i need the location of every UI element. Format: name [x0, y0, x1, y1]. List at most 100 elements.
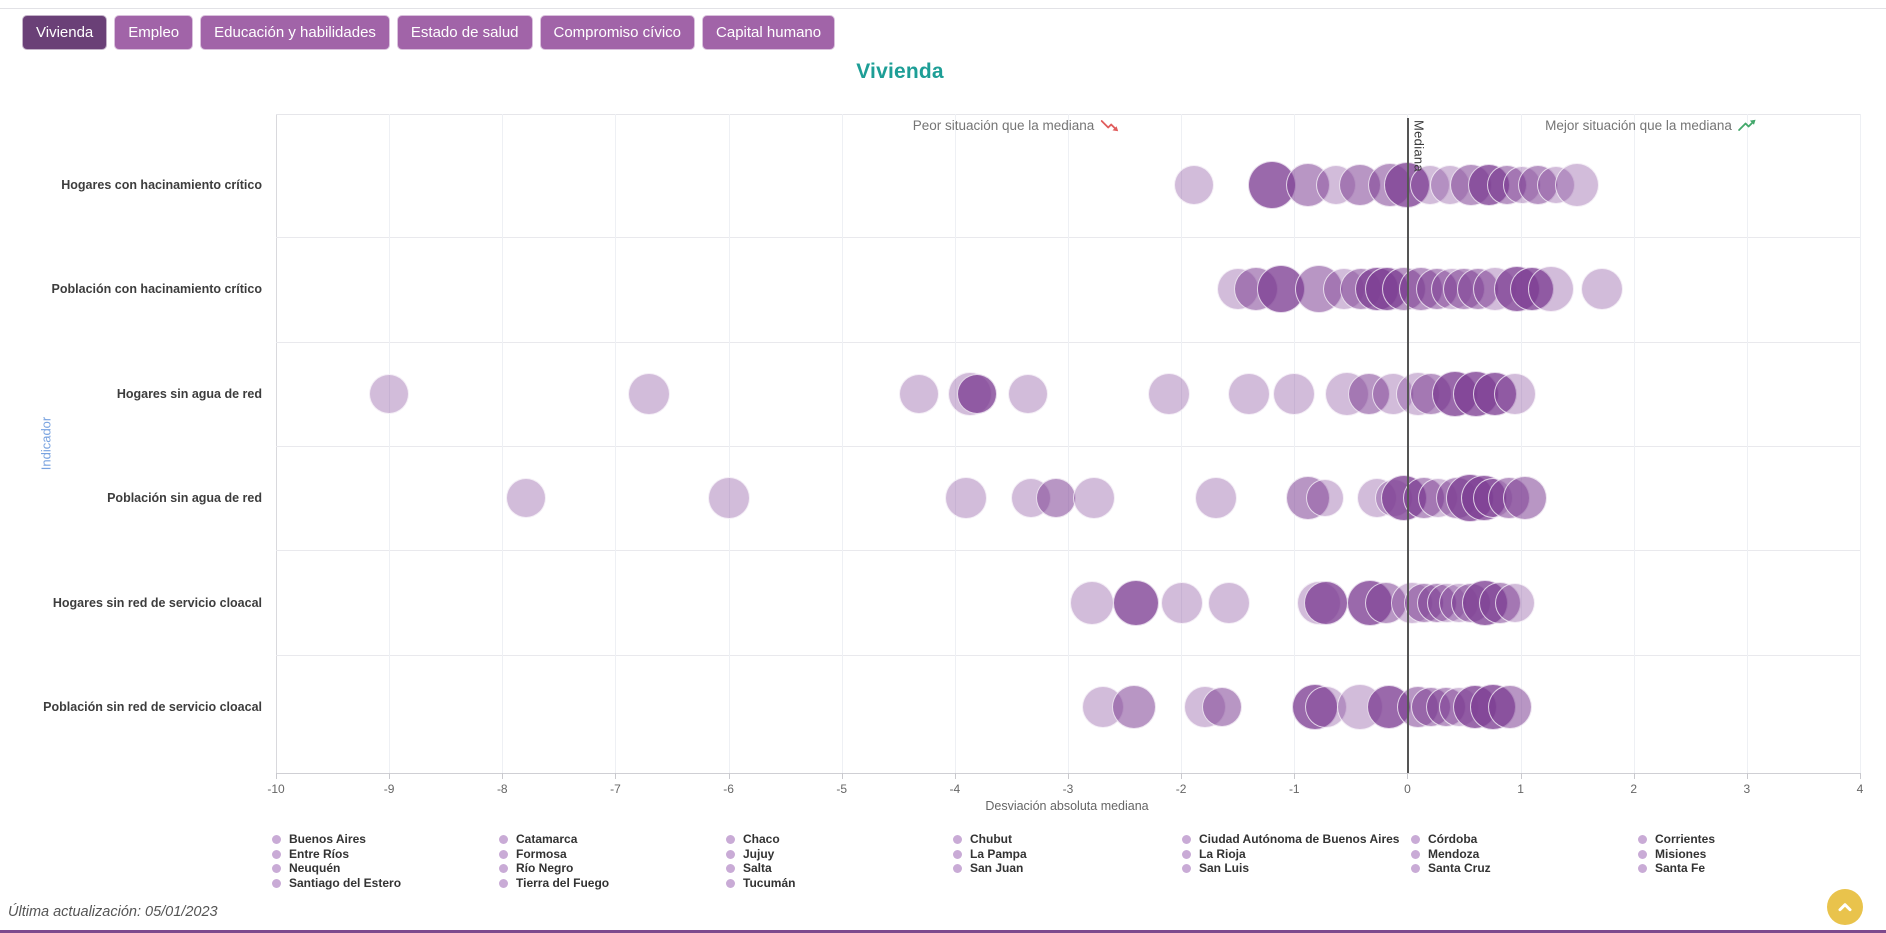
legend-item[interactable]: Santa Cruz — [1411, 862, 1491, 875]
x-tick-mark — [1068, 773, 1069, 779]
legend-item[interactable]: La Pampa — [953, 846, 1027, 861]
x-tick-mark — [276, 773, 277, 779]
legend-item[interactable]: San Juan — [953, 862, 1023, 875]
vertical-gridline — [841, 114, 843, 773]
province-bubble[interactable] — [1008, 373, 1049, 414]
x-tick-label: 4 — [1856, 782, 1864, 796]
province-bubble[interactable] — [1112, 579, 1159, 626]
tab-vivienda[interactable]: Vivienda — [22, 15, 108, 50]
legend-marker-icon — [726, 849, 735, 859]
legend-item[interactable]: Ciudad Autónoma de Buenos Aires — [1182, 833, 1399, 846]
x-tick-mark — [502, 773, 504, 779]
vertical-gridline — [1181, 114, 1183, 773]
legend-province-label: Santiago del Estero — [289, 875, 402, 890]
province-bubble[interactable] — [1493, 372, 1536, 415]
legend-province-label: Santa Fe — [1655, 861, 1706, 876]
trending-down-icon — [1100, 120, 1118, 132]
legend-item[interactable]: Mendoza — [1411, 847, 1479, 861]
x-tick-mark — [615, 773, 617, 779]
x-tick-label: -3 — [1062, 782, 1074, 796]
province-bubble[interactable] — [1195, 477, 1238, 520]
legend-marker-icon — [272, 878, 281, 888]
province-bubble[interactable] — [1035, 478, 1076, 519]
legend-item[interactable]: Misiones — [1638, 847, 1706, 861]
bottom-accent-border — [0, 929, 1886, 933]
legend-marker-icon — [1182, 835, 1191, 844]
province-bubble[interactable] — [1503, 476, 1548, 521]
legend-province-label: Río Negro — [516, 861, 574, 876]
province-bubble[interactable] — [1161, 581, 1204, 624]
x-tick-mark — [841, 773, 843, 779]
x-tick-label: 1 — [1517, 782, 1524, 796]
legend-province-label: Tierra del Fuego — [516, 875, 610, 890]
province-bubble[interactable] — [1555, 163, 1600, 207]
province-bubble[interactable] — [369, 373, 410, 414]
legend-item[interactable]: La Rioja — [1182, 847, 1246, 861]
legend-province-label: Ciudad Autónoma de Buenos Aires — [1199, 832, 1400, 846]
legend-marker-icon — [726, 878, 735, 888]
legend-item[interactable]: Entre Ríos — [272, 847, 349, 861]
legend-item[interactable]: Neuquén — [272, 862, 340, 875]
legend-item[interactable]: Río Negro — [499, 862, 573, 875]
province-bubble[interactable] — [1494, 582, 1535, 623]
province-bubble[interactable] — [1273, 372, 1316, 415]
annotation-worse-than-median: Peor situación que la mediana — [913, 118, 1120, 133]
legend-province-label: Buenos Aires — [289, 832, 366, 846]
province-bubble[interactable] — [1581, 268, 1624, 311]
tab-compromiso-cívico[interactable]: Compromiso cívico — [539, 15, 696, 50]
legend-item[interactable]: Chaco — [726, 833, 780, 846]
legend-province-label: Corrientes — [1655, 832, 1716, 846]
province-bubble[interactable] — [898, 373, 939, 414]
legend-item[interactable]: Catamarca — [499, 833, 577, 846]
province-bubble[interactable] — [945, 477, 988, 520]
x-tick-label: -6 — [723, 782, 734, 796]
legend-item[interactable]: Jujuy — [726, 846, 775, 861]
legend-marker-icon — [953, 849, 962, 859]
legend-item[interactable]: Corrientes — [1638, 833, 1715, 846]
legend-item[interactable]: San Luis — [1182, 862, 1249, 875]
legend-item[interactable]: Tierra del Fuego — [499, 875, 610, 890]
legend-province-label: Jujuy — [743, 846, 775, 861]
province-bubble[interactable] — [1111, 685, 1156, 729]
x-tick-label: -9 — [383, 782, 395, 796]
legend-province-label: Formosa — [516, 846, 567, 861]
province-bubble[interactable] — [1488, 685, 1533, 729]
legend-province-label: Chubut — [970, 832, 1012, 846]
last-update-text: Última actualización: 05/01/2023 — [8, 904, 218, 920]
legend-item[interactable]: Chubut — [953, 833, 1012, 846]
province-bubble[interactable] — [1069, 580, 1114, 625]
legend-province-label: La Pampa — [970, 846, 1027, 861]
legend-item[interactable]: Santiago del Estero — [272, 875, 402, 890]
x-tick-mark — [728, 773, 730, 779]
province-bubble[interactable] — [506, 478, 547, 519]
x-tick-label: -4 — [949, 782, 961, 796]
province-bubble[interactable] — [957, 373, 998, 414]
tab-estado-de-salud[interactable]: Estado de salud — [396, 15, 533, 50]
legend-item[interactable]: Tucumán — [726, 876, 795, 890]
tab-capital-humano[interactable]: Capital humano — [702, 15, 836, 50]
province-bubble[interactable] — [1173, 165, 1214, 205]
x-tick-mark — [1633, 773, 1635, 779]
legend-item[interactable]: Formosa — [499, 846, 567, 861]
province-bubble[interactable] — [1147, 372, 1190, 415]
province-bubble[interactable] — [1073, 477, 1116, 520]
legend-marker-icon — [272, 835, 281, 844]
legend-item[interactable]: Córdoba — [1411, 833, 1477, 846]
tab-empleo[interactable]: Empleo — [114, 15, 194, 50]
province-bubble[interactable] — [1201, 687, 1242, 727]
province-bubble[interactable] — [628, 372, 671, 415]
province-bubble[interactable] — [1305, 479, 1344, 518]
x-tick-mark — [1294, 773, 1296, 779]
scroll-to-top-button[interactable] — [1827, 889, 1863, 925]
legend-item[interactable]: Salta — [726, 862, 772, 875]
province-bubble[interactable] — [1528, 266, 1575, 313]
legend-item[interactable]: Santa Fe — [1638, 862, 1705, 875]
province-bubble[interactable] — [1303, 580, 1348, 625]
province-bubble[interactable] — [1228, 372, 1271, 415]
legend-item[interactable]: Buenos Aires — [272, 833, 366, 846]
x-tick-label: 3 — [1743, 782, 1751, 796]
province-bubble[interactable] — [707, 477, 750, 520]
tab-educación-y-habilidades[interactable]: Educación y habilidades — [200, 15, 390, 50]
province-bubble[interactable] — [1207, 581, 1250, 624]
